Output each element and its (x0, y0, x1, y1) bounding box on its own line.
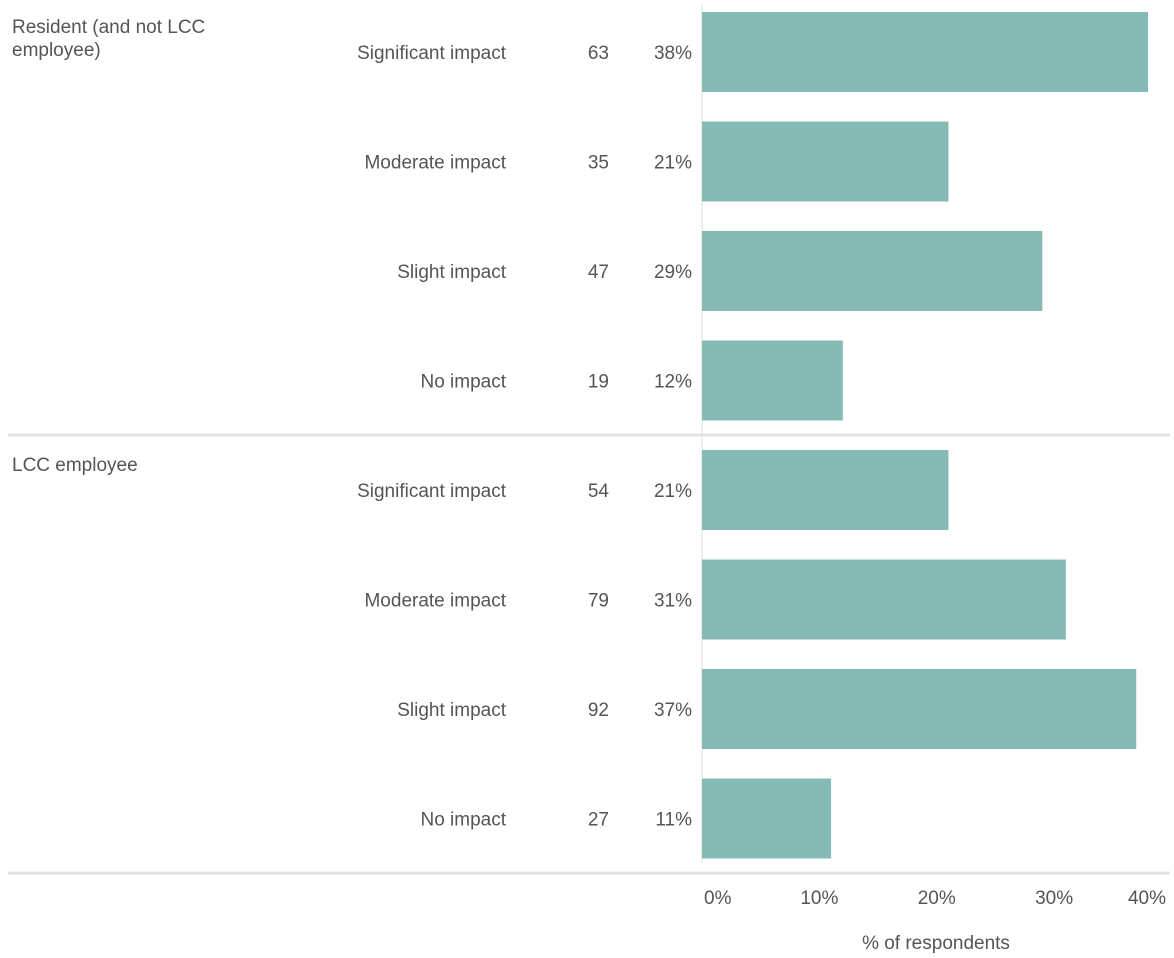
category-label: No impact (420, 372, 506, 393)
count-label: 63 (588, 43, 609, 64)
row-labels: Resident (and not LCC employee) Significan… (12, 17, 692, 831)
count-label: 35 (588, 153, 609, 174)
bar (702, 669, 1137, 749)
x-axis-label: % of respondents (862, 933, 1010, 954)
group-separators (8, 433, 1170, 875)
percent-label: 21% (654, 153, 692, 174)
bar (702, 450, 949, 530)
category-label: Slight impact (397, 262, 506, 283)
group-label: Resident (and not LCC employee) (12, 17, 205, 61)
group-label: LCC employee (12, 455, 138, 476)
category-label: Slight impact (397, 700, 506, 721)
percent-label: 31% (654, 591, 692, 612)
bars (702, 12, 1148, 859)
count-label: 47 (588, 262, 609, 283)
bar (702, 778, 832, 859)
category-label: Significant impact (357, 43, 507, 64)
percent-label: 29% (654, 262, 692, 283)
group-label-line: Resident (and not LCC (12, 17, 205, 38)
percent-label: 12% (654, 372, 692, 393)
count-label: 54 (588, 481, 610, 502)
category-label: Moderate impact (364, 591, 506, 612)
x-tick-label: 20% (918, 888, 956, 909)
group-label-line: employee) (12, 40, 101, 61)
count-label: 27 (588, 810, 609, 831)
count-label: 92 (588, 700, 609, 721)
category-label: Significant impact (357, 481, 507, 502)
x-tick-label: 40% (1128, 888, 1166, 909)
x-tick-label: 30% (1035, 888, 1073, 909)
bar (702, 340, 843, 421)
percent-label: 11% (655, 810, 692, 831)
bar (702, 559, 1066, 640)
percent-label: 38% (654, 43, 692, 64)
count-label: 79 (588, 591, 609, 612)
bar (702, 231, 1043, 311)
x-axis-ticks: 0% 10% 20% 30% 40% (704, 888, 1166, 909)
bar (702, 121, 949, 202)
bar (702, 12, 1148, 92)
x-tick-label: 10% (800, 888, 838, 909)
percent-label: 21% (654, 481, 692, 502)
category-label: No impact (420, 810, 506, 831)
x-tick-label: 0% (704, 888, 732, 909)
percent-label: 37% (654, 700, 692, 721)
group-label-line: LCC employee (12, 455, 138, 476)
category-label: Moderate impact (364, 153, 506, 174)
count-label: 19 (588, 372, 609, 393)
